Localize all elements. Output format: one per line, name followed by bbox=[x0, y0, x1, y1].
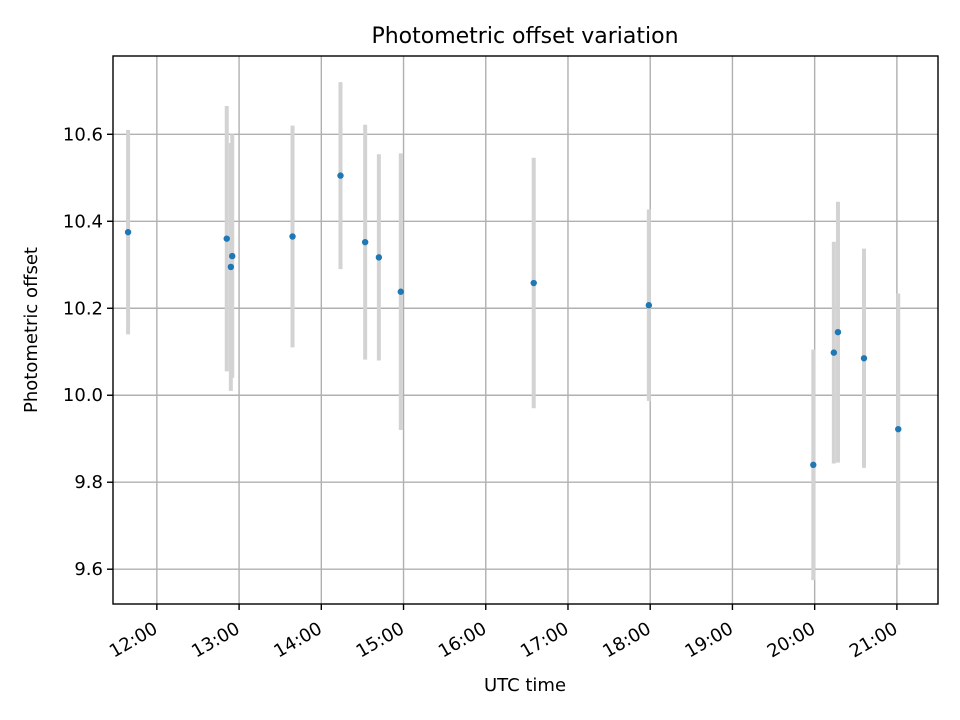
data-point bbox=[223, 235, 230, 242]
data-points bbox=[124, 172, 902, 469]
plot-frame bbox=[112, 55, 939, 605]
data-point bbox=[397, 288, 404, 295]
y-axis-label: Photometric offset bbox=[21, 247, 42, 413]
data-point bbox=[361, 238, 369, 246]
data-point bbox=[895, 425, 902, 433]
data-point bbox=[229, 252, 236, 260]
data-point bbox=[834, 328, 842, 336]
data-point bbox=[830, 349, 838, 356]
data-point bbox=[124, 228, 132, 236]
y-tick-label: 10.2 bbox=[63, 298, 103, 319]
y-tick-label: 10.6 bbox=[63, 124, 103, 145]
data-point bbox=[530, 279, 537, 287]
y-tick-label: 10.0 bbox=[63, 385, 103, 406]
data-point bbox=[860, 355, 868, 362]
data-point bbox=[227, 263, 235, 271]
chart-title: Photometric offset variation bbox=[371, 24, 678, 49]
data-point bbox=[375, 254, 383, 261]
y-tick-label: 10.4 bbox=[63, 211, 103, 232]
data-point bbox=[645, 302, 653, 309]
y-tick-label: 9.8 bbox=[74, 472, 103, 493]
y-tick-label: 9.6 bbox=[74, 559, 103, 580]
data-point bbox=[810, 461, 817, 469]
grid bbox=[113, 56, 938, 604]
x-axis-label: UTC time bbox=[484, 675, 566, 696]
data-point bbox=[337, 172, 344, 179]
data-point bbox=[289, 233, 296, 240]
